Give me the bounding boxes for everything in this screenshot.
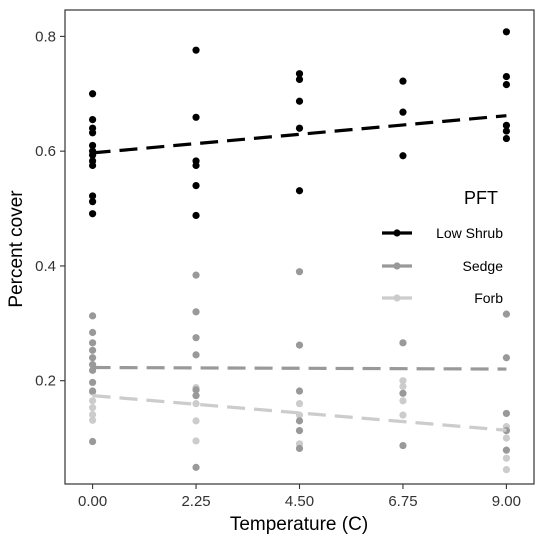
data-point bbox=[502, 28, 511, 36]
data-point bbox=[399, 152, 407, 160]
data-point bbox=[88, 161, 97, 170]
data-point bbox=[502, 121, 511, 129]
data-point bbox=[192, 161, 200, 170]
data-point bbox=[88, 437, 97, 446]
data-point bbox=[192, 417, 200, 425]
legend-label: Sedge bbox=[463, 258, 504, 274]
data-point bbox=[192, 46, 200, 54]
data-point bbox=[502, 127, 511, 135]
data-point bbox=[192, 386, 200, 394]
x-axis-title: Temperature (C) bbox=[230, 514, 368, 535]
y-axis-title: Percent cover bbox=[6, 190, 27, 308]
trend-line bbox=[92, 114, 507, 155]
data-point bbox=[192, 400, 200, 408]
data-point bbox=[399, 397, 407, 405]
data-point bbox=[295, 70, 304, 78]
data-point bbox=[88, 339, 97, 347]
data-point bbox=[88, 397, 97, 405]
data-point bbox=[502, 466, 511, 474]
data-point bbox=[88, 328, 97, 337]
data-point bbox=[399, 77, 407, 85]
data-point bbox=[295, 417, 304, 425]
x-tick-label: 4.50 bbox=[285, 493, 314, 510]
data-point bbox=[192, 334, 200, 342]
data-point bbox=[88, 346, 97, 354]
trend-line bbox=[92, 365, 507, 371]
data-point bbox=[88, 192, 97, 200]
data-point bbox=[399, 441, 407, 450]
legend-label: Forb bbox=[474, 290, 503, 306]
y-tick-label: 0.8 bbox=[35, 28, 56, 45]
data-point bbox=[88, 312, 97, 320]
data-point bbox=[88, 378, 97, 387]
data-point bbox=[192, 351, 200, 359]
data-point bbox=[502, 81, 511, 89]
data-point bbox=[295, 444, 304, 453]
data-point bbox=[295, 400, 304, 408]
data-point bbox=[192, 308, 200, 316]
legend-key-point bbox=[393, 262, 401, 270]
data-point bbox=[502, 134, 511, 143]
data-point bbox=[88, 416, 97, 424]
data-point bbox=[399, 339, 407, 347]
data-point bbox=[399, 377, 407, 385]
data-point bbox=[502, 310, 511, 318]
x-tick-label: 9.00 bbox=[492, 493, 521, 510]
data-point bbox=[502, 454, 511, 462]
data-point bbox=[502, 354, 511, 362]
data-point bbox=[502, 409, 511, 418]
legend-key-point bbox=[393, 229, 401, 237]
x-tick-label: 2.25 bbox=[181, 493, 210, 510]
data-point bbox=[295, 427, 304, 435]
data-point bbox=[192, 271, 200, 279]
data-point bbox=[399, 389, 407, 397]
trend-line bbox=[92, 394, 507, 432]
data-point bbox=[192, 392, 200, 400]
data-point bbox=[88, 210, 97, 218]
data-point bbox=[88, 404, 97, 412]
data-point bbox=[502, 434, 511, 442]
y-tick-label: 0.2 bbox=[35, 373, 56, 390]
data-point bbox=[88, 116, 97, 124]
data-point bbox=[502, 72, 511, 81]
data-point bbox=[192, 113, 200, 121]
y-tick-label: 0.6 bbox=[35, 143, 56, 160]
data-point bbox=[88, 90, 97, 98]
data-point bbox=[399, 411, 407, 419]
data-point bbox=[295, 75, 304, 84]
data-point bbox=[399, 108, 407, 116]
legend-key-point bbox=[393, 294, 401, 302]
data-point bbox=[192, 181, 200, 190]
data-point bbox=[295, 97, 304, 105]
y-tick-label: 0.4 bbox=[35, 258, 56, 275]
data-point bbox=[295, 341, 304, 349]
data-point bbox=[88, 387, 97, 395]
data-point bbox=[192, 437, 200, 445]
data-point bbox=[295, 124, 304, 132]
data-point bbox=[88, 141, 97, 150]
data-point bbox=[88, 354, 97, 362]
data-point bbox=[399, 382, 407, 391]
legend-label: Low Shrub bbox=[436, 225, 503, 241]
data-point bbox=[502, 446, 511, 454]
data-point bbox=[88, 198, 97, 206]
data-point bbox=[295, 387, 304, 395]
data-point bbox=[295, 187, 304, 195]
data-point bbox=[192, 211, 200, 220]
data-point bbox=[88, 129, 97, 137]
data-point bbox=[88, 410, 97, 419]
data-point bbox=[295, 268, 304, 276]
legend-title: PFT bbox=[464, 188, 498, 208]
x-tick-label: 6.75 bbox=[388, 493, 417, 510]
x-tick-label: 0.00 bbox=[78, 493, 107, 510]
data-point bbox=[192, 463, 200, 471]
